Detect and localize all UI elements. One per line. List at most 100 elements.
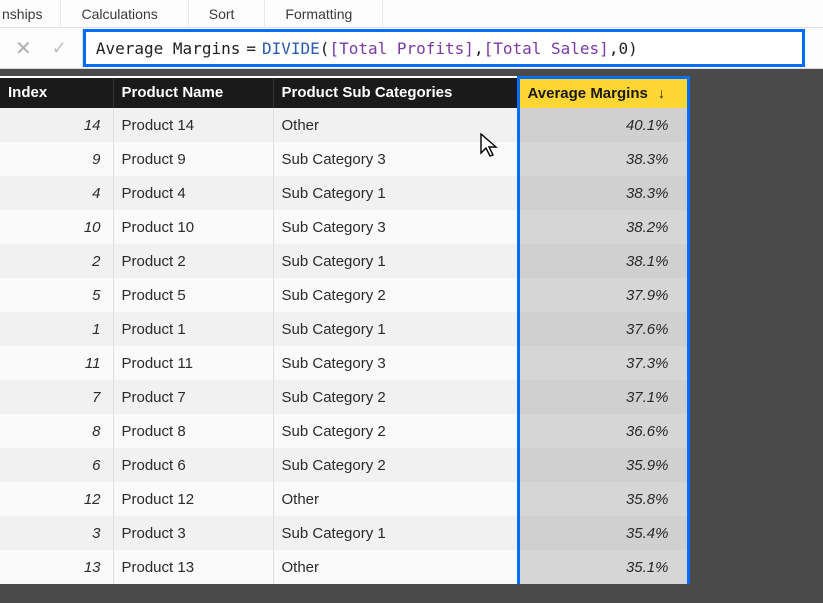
cell-product-name: Product 7 [113,380,273,414]
cell-sub-category: Other [273,108,518,142]
ribbon-tab-formatting[interactable]: Formatting [265,0,383,27]
formula-paren-open: ( [320,39,330,58]
cell-average-margins: 38.3% [518,142,688,176]
cell-index: 8 [0,414,113,448]
cell-product-name: Product 12 [113,482,273,516]
cell-average-margins: 37.6% [518,312,688,346]
cancel-formula-icon[interactable]: ✕ [15,36,32,61]
formula-bar: ✕ ✓ Average Margins = DIVIDE ( [Total Pr… [0,28,823,69]
cell-product-name: Product 1 [113,312,273,346]
formula-arg3: 0 [618,39,628,58]
cell-average-margins: 38.2% [518,210,688,244]
cell-average-margins: 37.1% [518,380,688,414]
table-row[interactable]: 3Product 3Sub Category 135.4% [0,516,688,550]
cell-product-name: Product 11 [113,346,273,380]
ribbon-tabs: nships Calculations Sort Formatting [0,0,823,28]
cell-average-margins: 35.9% [518,448,688,482]
cell-average-margins: 40.1% [518,108,688,142]
table-row[interactable]: 2Product 2Sub Category 138.1% [0,244,688,278]
table-row[interactable]: 7Product 7Sub Category 237.1% [0,380,688,414]
column-header-avg-label: Average Margins [528,85,648,102]
formula-sep1: , [474,39,484,58]
cell-product-name: Product 13 [113,550,273,584]
formula-equals: = [246,39,256,58]
cell-sub-category: Sub Category 2 [273,380,518,414]
cell-sub-category: Sub Category 1 [273,312,518,346]
cell-index: 2 [0,244,113,278]
cell-sub-category: Sub Category 2 [273,278,518,312]
formula-arg2: [Total Sales] [484,39,609,58]
cell-sub-category: Other [273,482,518,516]
cell-index: 11 [0,346,113,380]
formula-sep2: , [609,39,619,58]
cell-index: 13 [0,550,113,584]
ribbon-tab-sort[interactable]: Sort [189,0,266,27]
cell-sub-category: Sub Category 3 [273,346,518,380]
cell-index: 12 [0,482,113,516]
column-header-average-margins[interactable]: Average Margins ↓ [518,78,688,109]
cell-index: 1 [0,312,113,346]
cell-index: 10 [0,210,113,244]
data-table-container: Index Product Name Product Sub Categorie… [0,76,688,584]
table-header-row: Index Product Name Product Sub Categorie… [0,78,688,109]
table-row[interactable]: 6Product 6Sub Category 235.9% [0,448,688,482]
cell-average-margins: 35.4% [518,516,688,550]
cell-product-name: Product 2 [113,244,273,278]
data-table: Index Product Name Product Sub Categorie… [0,76,690,584]
ribbon-tab-relationships[interactable]: nships [0,0,61,27]
formula-actions: ✕ ✓ [0,28,83,68]
ribbon-tab-calculations[interactable]: Calculations [61,0,188,27]
cell-average-margins: 38.1% [518,244,688,278]
cell-product-name: Product 3 [113,516,273,550]
cell-product-name: Product 10 [113,210,273,244]
cell-average-margins: 37.3% [518,346,688,380]
cell-average-margins: 35.8% [518,482,688,516]
cell-average-margins: 35.1% [518,550,688,584]
cell-product-name: Product 5 [113,278,273,312]
commit-formula-icon[interactable]: ✓ [52,38,67,59]
cell-product-name: Product 14 [113,108,273,142]
sort-down-icon: ↓ [658,85,665,101]
cell-average-margins: 37.9% [518,278,688,312]
cell-index: 9 [0,142,113,176]
cell-sub-category: Other [273,550,518,584]
cell-sub-category: Sub Category 1 [273,176,518,210]
column-header-index[interactable]: Index [0,78,113,109]
cell-sub-category: Sub Category 3 [273,142,518,176]
table-row[interactable]: 9Product 9Sub Category 338.3% [0,142,688,176]
table-row[interactable]: 14Product 14Other40.1% [0,108,688,142]
cell-index: 3 [0,516,113,550]
formula-function: DIVIDE [262,39,320,58]
cell-product-name: Product 9 [113,142,273,176]
formula-input[interactable]: Average Margins = DIVIDE ( [Total Profit… [83,29,805,67]
cell-index: 7 [0,380,113,414]
cell-sub-category: Sub Category 3 [273,210,518,244]
cell-index: 14 [0,108,113,142]
cell-product-name: Product 6 [113,448,273,482]
cell-average-margins: 36.6% [518,414,688,448]
cell-product-name: Product 4 [113,176,273,210]
cell-sub-category: Sub Category 1 [273,244,518,278]
table-row[interactable]: 8Product 8Sub Category 236.6% [0,414,688,448]
cell-sub-category: Sub Category 2 [273,448,518,482]
table-body: 14Product 14Other40.1%9Product 9Sub Cate… [0,108,688,584]
table-row[interactable]: 10Product 10Sub Category 338.2% [0,210,688,244]
cell-index: 5 [0,278,113,312]
table-row[interactable]: 4Product 4Sub Category 138.3% [0,176,688,210]
formula-arg1: [Total Profits] [329,39,474,58]
cell-sub-category: Sub Category 2 [273,414,518,448]
table-row[interactable]: 12Product 12Other35.8% [0,482,688,516]
column-header-sub-categories[interactable]: Product Sub Categories [273,78,518,109]
table-row[interactable]: 13Product 13Other35.1% [0,550,688,584]
table-row[interactable]: 11Product 11Sub Category 337.3% [0,346,688,380]
cell-average-margins: 38.3% [518,176,688,210]
cell-product-name: Product 8 [113,414,273,448]
cell-sub-category: Sub Category 1 [273,516,518,550]
column-header-product-name[interactable]: Product Name [113,78,273,109]
cell-index: 6 [0,448,113,482]
table-row[interactable]: 1Product 1Sub Category 137.6% [0,312,688,346]
table-row[interactable]: 5Product 5Sub Category 237.9% [0,278,688,312]
formula-measure-name: Average Margins [96,39,241,58]
formula-paren-close: ) [628,39,638,58]
cell-index: 4 [0,176,113,210]
